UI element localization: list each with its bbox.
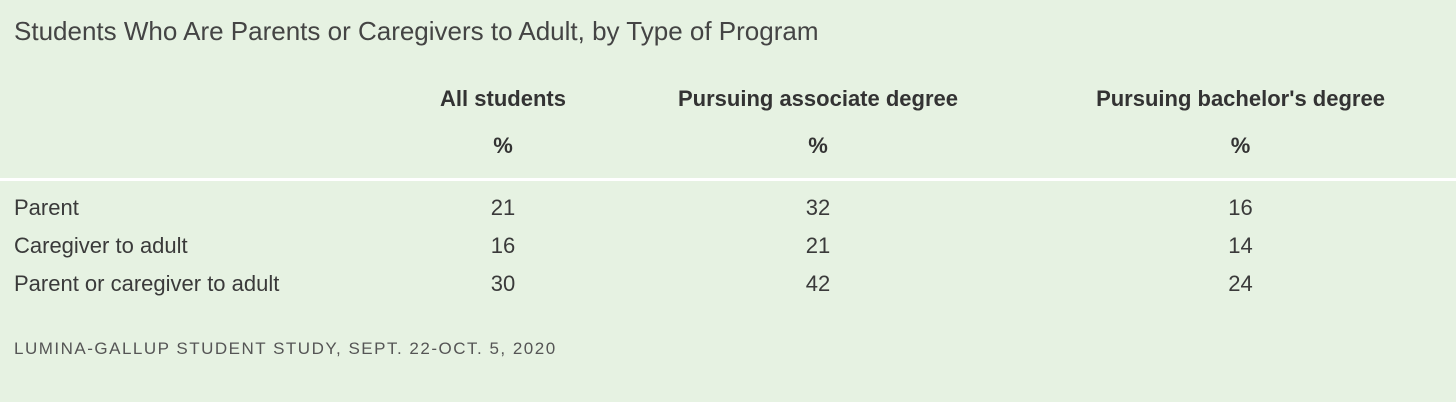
table-cell: 14 [1228,233,1253,258]
table-cell: 16 [1228,195,1253,220]
table-cell: 32 [805,195,831,220]
column-header: Pursuing bachelor's degree [1096,86,1385,111]
header-corner [0,80,395,118]
column-header: Pursuing associate degree [678,86,958,111]
unit-label: % [395,118,611,181]
units-row: % % % [0,118,1456,181]
unit-label: % [611,118,1025,181]
table-row: Parent 21 32 16 [0,180,1456,228]
header-row: All students Pursuing associate degree P… [0,80,1456,118]
table-cell: 42 [805,271,831,296]
table-cell: 30 [490,271,516,296]
table-cell: 21 [490,195,516,220]
table-cell: 24 [1228,271,1253,296]
row-label: Parent [14,195,79,220]
unit-label: % [1025,118,1456,181]
row-label: Parent or caregiver to adult [14,271,280,296]
table-cell: 21 [805,233,831,258]
row-label: Caregiver to adult [14,233,188,258]
source-note: LUMINA-GALLUP STUDENT STUDY, SEPT. 22-OC… [14,339,557,358]
data-table: All students Pursuing associate degree P… [0,80,1456,303]
units-corner [0,118,395,181]
chart-title: Students Who Are Parents or Caregivers t… [14,16,819,46]
table-cell: 16 [490,233,516,258]
column-header: All students [440,86,566,111]
table-row: Caregiver to adult 16 21 14 [0,227,1456,265]
table-row: Parent or caregiver to adult 30 42 24 [0,265,1456,303]
